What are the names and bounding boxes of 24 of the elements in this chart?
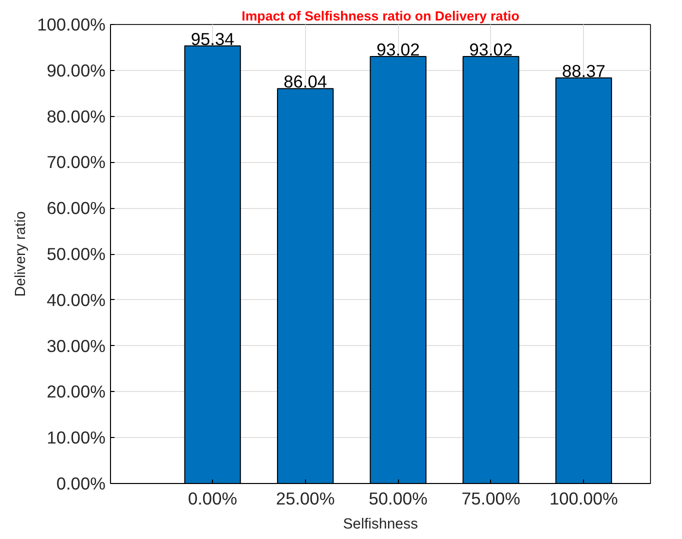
y-tick-label: 90.00%: [46, 60, 106, 80]
y-tick-label: 60.00%: [46, 198, 106, 218]
data-label: 95.34: [190, 28, 235, 49]
x-tick-label: 0.00%: [188, 488, 238, 508]
x-tick-label: 75.00%: [462, 488, 520, 508]
data-label: 86.04: [284, 72, 328, 92]
data-label: 88.37: [562, 60, 606, 81]
y-tick-label: 0.00%: [56, 474, 106, 494]
data-label: 93.02: [469, 40, 513, 60]
y-tick-label: 10.00%: [46, 428, 106, 448]
y-axis-title: Delivery ratio: [13, 211, 30, 297]
y-tick-label: 20.00%: [46, 382, 106, 402]
y-tick-label: 50.00%: [46, 244, 106, 264]
x-axis-title: Selfishness: [343, 516, 418, 532]
chart-title: Impact of Selfishness ratio on Delivery ratio: [242, 8, 520, 24]
y-tick-label: 100.00%: [37, 14, 106, 34]
data-label: 93.02: [376, 40, 420, 60]
y-tick-label: 40.00%: [46, 290, 106, 310]
x-tick-label: 50.00%: [368, 488, 428, 508]
y-tick-label: 70.00%: [46, 152, 106, 172]
x-tick-label: 100.00%: [549, 488, 618, 508]
x-tick-label: 25.00%: [276, 488, 335, 508]
y-tick-label: 30.00%: [46, 336, 106, 356]
y-tick-label: 80.00%: [46, 106, 106, 126]
